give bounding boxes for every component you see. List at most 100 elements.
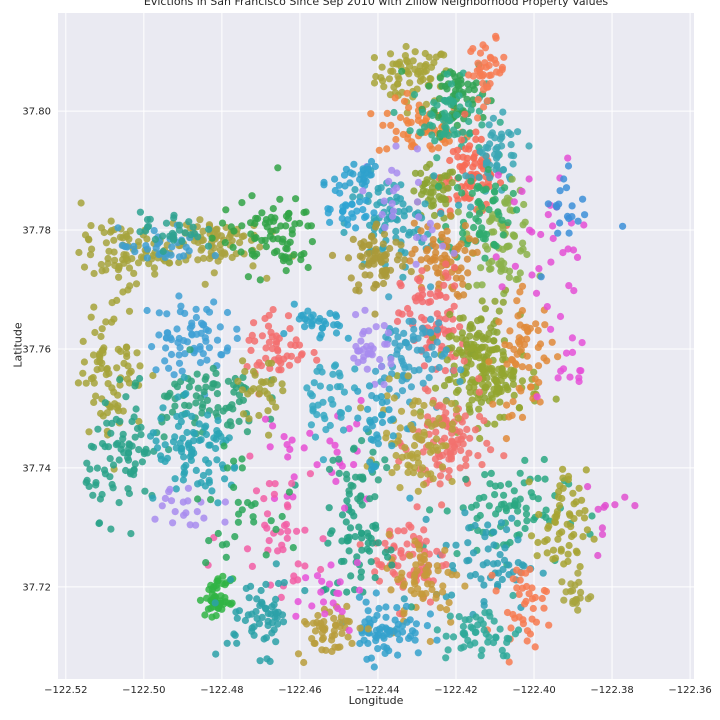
data-point	[196, 345, 204, 353]
data-point	[313, 572, 322, 580]
data-point	[498, 283, 506, 291]
data-point	[482, 63, 490, 71]
data-point	[193, 508, 201, 516]
data-point	[319, 456, 327, 464]
data-point	[162, 334, 171, 342]
data-point	[437, 472, 445, 480]
data-point	[194, 384, 202, 392]
data-point	[301, 618, 309, 626]
data-point	[505, 129, 513, 137]
data-point	[346, 524, 355, 532]
data-point	[495, 505, 503, 513]
data-point	[516, 321, 524, 329]
data-point	[569, 489, 577, 497]
data-point	[600, 503, 608, 511]
data-point	[440, 96, 448, 105]
data-point	[209, 380, 217, 388]
data-point	[484, 638, 492, 646]
data-point	[214, 499, 222, 507]
data-point	[400, 610, 408, 618]
data-point	[290, 300, 298, 308]
data-point	[465, 86, 473, 94]
data-point	[396, 424, 404, 432]
data-point	[494, 150, 502, 158]
data-point	[468, 396, 476, 404]
data-point	[98, 490, 106, 499]
data-point	[388, 200, 396, 208]
data-point	[446, 612, 454, 620]
data-point	[566, 373, 574, 381]
data-point	[518, 561, 527, 569]
data-point	[313, 411, 321, 419]
data-point	[486, 217, 494, 225]
data-point	[335, 181, 343, 189]
data-point	[301, 323, 309, 331]
data-point	[559, 465, 567, 473]
data-point	[325, 465, 334, 473]
data-point	[558, 578, 566, 586]
data-point	[394, 333, 402, 341]
data-point	[375, 561, 383, 569]
data-point	[402, 602, 410, 611]
data-point	[82, 478, 90, 486]
data-point	[317, 588, 325, 596]
data-point	[313, 356, 321, 364]
data-point	[479, 561, 487, 569]
data-point	[225, 434, 233, 442]
chart-title: Evictions in San Francisco Since Sep 201…	[143, 0, 609, 8]
data-point	[521, 456, 529, 464]
data-point	[130, 466, 138, 474]
data-point	[173, 325, 181, 333]
data-point	[399, 553, 407, 561]
data-point	[465, 556, 473, 564]
data-point	[221, 498, 229, 506]
data-point	[272, 403, 280, 411]
data-point	[211, 252, 219, 260]
data-point	[136, 374, 144, 383]
data-point	[394, 576, 402, 584]
data-point	[509, 368, 518, 376]
data-point	[465, 615, 473, 624]
data-point	[256, 601, 264, 610]
data-point	[218, 541, 226, 549]
data-point	[572, 547, 581, 555]
data-point	[395, 309, 403, 317]
data-point	[149, 494, 157, 502]
data-point	[264, 621, 272, 630]
data-point	[395, 60, 403, 68]
data-point	[209, 364, 217, 372]
data-point	[87, 442, 95, 450]
data-point	[297, 251, 305, 259]
data-point	[461, 246, 469, 255]
data-point	[143, 223, 152, 231]
data-point	[406, 127, 414, 135]
data-point	[343, 534, 352, 542]
data-point	[398, 377, 406, 385]
data-point	[255, 411, 263, 420]
data-point	[495, 318, 503, 326]
data-point	[510, 487, 518, 495]
data-point	[248, 562, 256, 571]
data-point	[468, 376, 476, 384]
data-point	[136, 208, 144, 216]
data-point	[77, 199, 85, 207]
data-point	[269, 235, 277, 243]
data-point	[86, 465, 94, 473]
data-point	[621, 493, 629, 501]
data-point	[177, 302, 185, 310]
data-point	[438, 230, 446, 239]
data-point	[479, 335, 487, 343]
data-point	[454, 436, 462, 444]
data-point	[475, 173, 483, 182]
data-point	[568, 213, 576, 221]
data-point	[370, 209, 378, 217]
data-point	[407, 268, 415, 276]
data-point	[367, 654, 375, 662]
data-point	[490, 337, 498, 345]
data-point	[262, 243, 270, 251]
data-point	[584, 483, 592, 491]
data-point	[359, 242, 368, 250]
data-point	[261, 236, 269, 244]
data-point	[373, 201, 381, 209]
